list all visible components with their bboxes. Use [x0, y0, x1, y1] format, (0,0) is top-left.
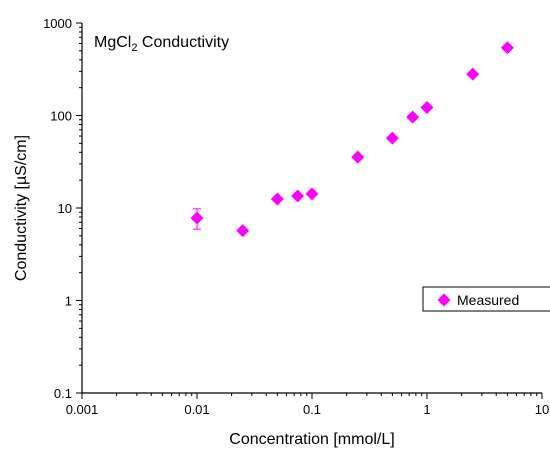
- legend-label: Measured: [457, 292, 519, 308]
- data-point: [406, 110, 420, 124]
- data-point: [305, 187, 319, 201]
- data-point: [385, 131, 399, 145]
- y-tick-label: 1: [65, 294, 72, 309]
- ticks-group: 0.001 0.01 0.1 1 10 0.1 1 10 100 1000: [43, 16, 549, 417]
- data-point: [500, 41, 514, 55]
- x-axis-label: Concentration [mmol/L]: [229, 431, 394, 448]
- data-point: [270, 192, 284, 206]
- data-point: [351, 150, 365, 164]
- data-point: [236, 224, 250, 238]
- legend: Measured: [422, 286, 550, 312]
- legend-marker-diamond: [437, 293, 451, 307]
- x-tick-label: 1: [423, 402, 430, 417]
- y-tick-label: 0.1: [54, 386, 72, 401]
- x-tick-label: 0.01: [184, 402, 209, 417]
- y-tick-label: 1000: [43, 16, 72, 31]
- chart-title-rest: Conductivity: [137, 34, 229, 51]
- x-tick-label: 0.1: [303, 402, 321, 417]
- y-tick-label: 100: [50, 109, 72, 124]
- data-point: [466, 67, 480, 81]
- x-tick-label: 10: [535, 402, 549, 417]
- y-axis-label: Conductivity [µS/cm]: [13, 135, 30, 281]
- chart-title-subscript: 2: [131, 42, 137, 54]
- chart-title-main: MgCl: [94, 34, 131, 51]
- chart-title: MgCl2 Conductivity: [94, 34, 229, 54]
- data-point: [291, 189, 305, 203]
- data-point: [190, 211, 204, 225]
- x-tick-label: 0.001: [66, 402, 99, 417]
- data-point: [420, 101, 434, 115]
- y-tick-label: 10: [58, 201, 72, 216]
- data-points-group: [190, 41, 514, 238]
